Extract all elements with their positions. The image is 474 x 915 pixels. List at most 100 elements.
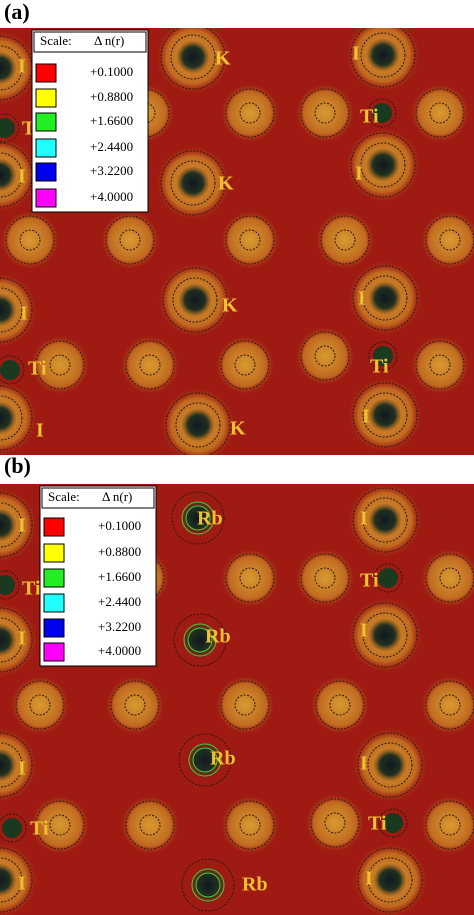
legend-entry: +0.1000 bbox=[98, 518, 141, 533]
contour bbox=[35, 800, 85, 850]
contour bbox=[415, 340, 465, 390]
contour bbox=[334, 229, 356, 251]
atom-core bbox=[0, 51, 17, 85]
contour bbox=[225, 800, 275, 850]
atom-label: I bbox=[18, 515, 26, 537]
atom-core bbox=[366, 38, 400, 72]
atom-label: I bbox=[355, 163, 363, 185]
contour bbox=[181, 858, 235, 912]
density-blob bbox=[120, 335, 180, 395]
contour bbox=[171, 491, 225, 545]
atom-core bbox=[187, 742, 223, 778]
density-blob bbox=[0, 272, 38, 348]
contour bbox=[439, 814, 461, 836]
contour bbox=[15, 680, 65, 730]
density-blob bbox=[10, 675, 70, 735]
contour bbox=[49, 814, 71, 836]
contour bbox=[183, 623, 217, 657]
atom-label: Ti bbox=[360, 570, 379, 592]
atom-core bbox=[368, 618, 402, 652]
atom-label: I bbox=[20, 303, 28, 325]
atom-core bbox=[176, 40, 210, 74]
legend-title-box bbox=[33, 31, 147, 53]
contour bbox=[0, 355, 25, 385]
density-blob bbox=[100, 210, 160, 270]
contour bbox=[0, 113, 20, 143]
legend-entry: +4.0000 bbox=[98, 643, 141, 658]
density-blob bbox=[220, 795, 280, 855]
atom-label: I bbox=[360, 508, 368, 530]
atom-label: I bbox=[352, 43, 360, 65]
contour bbox=[124, 694, 146, 716]
legend-swatch bbox=[43, 517, 65, 537]
atom-core bbox=[0, 360, 20, 380]
atom-core bbox=[178, 283, 212, 317]
contour bbox=[170, 160, 216, 206]
density-blob bbox=[220, 210, 280, 270]
legend-swatch bbox=[35, 88, 57, 108]
density-blob bbox=[105, 675, 165, 735]
contour bbox=[29, 694, 51, 716]
legend-swatch bbox=[35, 138, 57, 158]
density-blob bbox=[295, 326, 355, 386]
contour bbox=[352, 602, 418, 668]
contour bbox=[49, 354, 71, 376]
atom-label: I bbox=[360, 753, 368, 775]
contour bbox=[329, 694, 351, 716]
atom-label: Rb bbox=[197, 508, 223, 530]
density-blob bbox=[0, 30, 38, 106]
contour bbox=[357, 847, 423, 913]
atom-core bbox=[0, 623, 17, 657]
contour bbox=[178, 733, 232, 787]
atom-core bbox=[368, 503, 402, 537]
contour bbox=[314, 567, 336, 589]
legend-swatch bbox=[35, 63, 57, 83]
contour bbox=[300, 553, 350, 603]
density-blob bbox=[420, 675, 474, 735]
atom-core bbox=[383, 813, 403, 833]
density-blob bbox=[295, 548, 355, 608]
atom-label: I bbox=[18, 166, 26, 188]
atom-label: I bbox=[18, 628, 26, 650]
panel-label: (a) bbox=[4, 0, 30, 24]
density-blob bbox=[220, 83, 280, 143]
legend-entry: +2.4400 bbox=[98, 594, 141, 609]
atom-core bbox=[0, 293, 17, 327]
contour bbox=[125, 800, 175, 850]
contour bbox=[0, 742, 23, 788]
contour bbox=[425, 215, 474, 265]
contour bbox=[110, 680, 160, 730]
legend-swatch bbox=[43, 543, 65, 563]
legend-title: Scale: bbox=[48, 489, 80, 504]
contour bbox=[234, 354, 256, 376]
atom-core bbox=[0, 575, 15, 595]
contour bbox=[429, 102, 451, 124]
contour bbox=[300, 88, 350, 138]
contour bbox=[425, 680, 474, 730]
density-map bbox=[0, 484, 474, 915]
atom-label: I bbox=[36, 420, 44, 442]
contour bbox=[139, 814, 161, 836]
atom-core bbox=[190, 867, 226, 903]
atom-label: Ti bbox=[360, 106, 379, 128]
contour bbox=[160, 28, 226, 90]
atom-label: Rb bbox=[205, 626, 231, 648]
contour bbox=[170, 34, 216, 80]
contour bbox=[0, 857, 23, 903]
density-blob bbox=[420, 795, 474, 855]
density-blob bbox=[0, 137, 38, 213]
contour bbox=[0, 617, 23, 663]
contour bbox=[0, 395, 23, 441]
atom-core bbox=[2, 818, 22, 838]
panel-label: (b) bbox=[4, 453, 31, 478]
legend-swatch bbox=[43, 642, 65, 662]
density-blob bbox=[0, 487, 38, 563]
density-blob bbox=[120, 795, 180, 855]
atom-label: I bbox=[362, 406, 370, 428]
atom-label: I bbox=[365, 868, 373, 890]
contour bbox=[415, 88, 465, 138]
atom-core bbox=[378, 568, 398, 588]
contour bbox=[439, 229, 461, 251]
density-blob bbox=[215, 675, 275, 735]
